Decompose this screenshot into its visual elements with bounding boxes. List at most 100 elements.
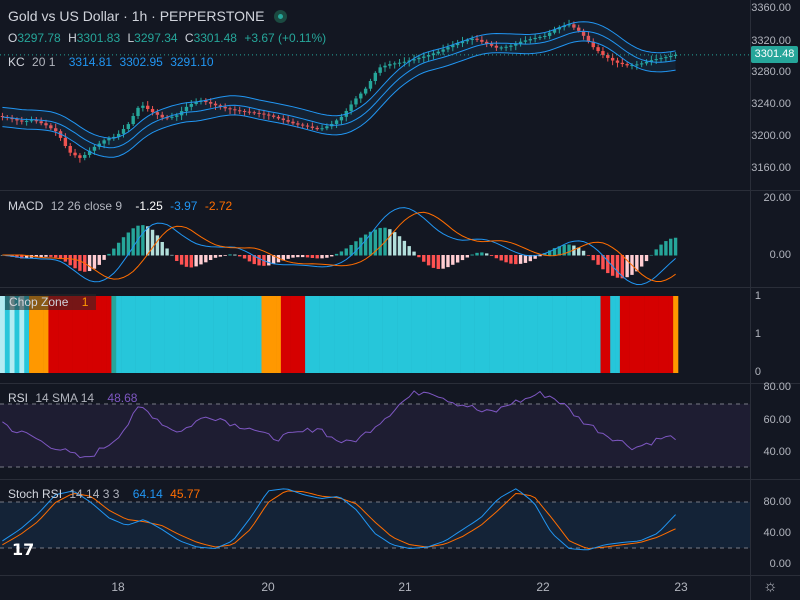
macd-hist-value: -1.25	[135, 199, 163, 213]
macd-histogram-bar	[126, 232, 131, 256]
chop-label[interactable]: Chop Zone	[9, 295, 69, 309]
stoch-pane[interactable]	[0, 480, 750, 575]
chop-zone-bar	[203, 296, 209, 373]
candle-body	[325, 126, 329, 129]
rsi-params: 14 SMA 14	[35, 391, 95, 405]
pane-divider[interactable]	[0, 383, 800, 384]
settings-sun-icon[interactable]: ☼	[763, 578, 778, 595]
macd-histogram-bar	[252, 255, 256, 265]
kc-label[interactable]: KC	[8, 55, 25, 69]
candle-body	[184, 106, 189, 112]
candle-body	[213, 103, 218, 106]
high-label: H	[68, 31, 77, 45]
macd-histogram-bar	[489, 255, 494, 256]
chop-zone-bar	[339, 296, 345, 373]
macd-histogram-bar	[146, 226, 150, 256]
chop-tick: 1	[754, 290, 761, 302]
chop-zone-bar	[251, 296, 257, 373]
chop-tick: 0	[754, 366, 761, 378]
tradingview-logo[interactable]: 17	[12, 540, 35, 559]
rsi-legend[interactable]: RSI 14 SMA 14 48.68	[8, 391, 141, 405]
price-pane[interactable]	[0, 0, 750, 190]
symbol-title[interactable]: Gold vs US Dollar · 1h · PEPPERSTONE	[8, 8, 265, 24]
pane-divider[interactable]	[0, 190, 800, 191]
pane-divider[interactable]	[0, 287, 800, 288]
candle-body	[116, 133, 121, 137]
macd-histogram-bar	[344, 248, 348, 256]
rsi-pane[interactable]	[0, 384, 750, 479]
candle-body	[422, 56, 426, 58]
macd-histogram-bar	[112, 248, 116, 256]
chop-zone-bar	[242, 296, 248, 373]
price-axis[interactable]: 3360.00 3320.00 3280.00 3240.00 3200.00 …	[750, 0, 800, 600]
chop-zone-bar	[426, 296, 432, 373]
time-tick: 18	[111, 580, 125, 594]
macd-label[interactable]: MACD	[8, 199, 44, 213]
chop-zone-bar	[77, 296, 83, 373]
chart-canvas[interactable]	[0, 0, 750, 600]
candle-body	[136, 107, 140, 116]
chop-zone-bar	[159, 296, 165, 373]
chop-zone-bar	[440, 296, 446, 373]
chop-zone-bar	[644, 296, 650, 373]
chop-zone-bar	[295, 296, 301, 373]
candle-body	[572, 24, 576, 28]
candle-body	[121, 128, 126, 134]
pane-divider[interactable]	[0, 479, 800, 480]
macd-histogram-bar	[649, 254, 654, 256]
macd-histogram-bar	[572, 245, 576, 256]
candle-body	[470, 38, 474, 41]
candle-body	[87, 150, 92, 155]
macd-histogram-bar	[557, 246, 562, 256]
candle-body	[359, 93, 363, 99]
stoch-band	[0, 502, 750, 548]
chop-zone-bar	[285, 296, 291, 373]
candle-body	[509, 45, 513, 47]
candle-body	[426, 55, 431, 57]
stoch-label[interactable]: Stoch RSI	[8, 487, 63, 501]
chop-zone-bar	[416, 296, 422, 373]
stoch-k-line	[2, 488, 676, 551]
macd-histogram-bar	[334, 253, 339, 256]
chop-zone-bar	[397, 296, 403, 373]
candle-body	[233, 109, 237, 111]
symbol-title-row[interactable]: Gold vs US Dollar · 1h · PEPPERSTONE	[8, 8, 291, 24]
kc-legend[interactable]: KC 20 1 3314.81 3302.95 3291.10	[8, 55, 218, 69]
candle-body	[315, 127, 319, 130]
chop-zone-bar	[261, 296, 267, 373]
chop-zone-bar	[668, 296, 674, 373]
rsi-label[interactable]: RSI	[8, 391, 29, 405]
candle-body	[131, 116, 135, 125]
macd-histogram-bar	[208, 255, 213, 261]
macd-legend[interactable]: MACD 12 26 close 9 -1.25 -3.97 -2.72	[8, 199, 236, 213]
macd-histogram-bar	[68, 255, 72, 266]
macd-histogram-bar	[15, 255, 19, 258]
macd-histogram-bar	[363, 234, 368, 256]
macd-histogram-bar	[320, 255, 324, 259]
macd-histogram-bar	[131, 228, 135, 256]
chop-zone-bar	[353, 296, 359, 373]
candle-body	[596, 47, 600, 52]
macd-histogram-bar	[325, 255, 329, 258]
chop-zone-bar	[193, 296, 199, 373]
chop-legend[interactable]: Chop Zone 1	[5, 294, 97, 310]
chop-zone-bar	[387, 296, 393, 373]
candle-body	[257, 112, 261, 114]
macd-histogram-bar	[165, 248, 169, 256]
stoch-legend[interactable]: Stoch RSI 14 14 3 3 64.14 45.77	[8, 487, 204, 501]
chop-zone-bar	[116, 296, 122, 373]
chop-zone-bar	[450, 296, 456, 373]
macd-histogram-bar	[223, 255, 227, 256]
candle-body	[494, 45, 499, 48]
chop-zone-bar	[48, 296, 54, 373]
chop-zone-bar	[343, 296, 349, 373]
macd-histogram-bar	[87, 255, 92, 272]
chop-zone-bar	[489, 296, 495, 373]
candle-body	[543, 35, 547, 37]
candle-body	[460, 41, 465, 44]
candle-body	[300, 124, 305, 126]
macd-histogram-bar	[291, 255, 295, 258]
chop-zone-bar	[53, 296, 59, 373]
market-open-icon[interactable]	[274, 10, 288, 23]
chop-zone-bar	[38, 296, 44, 373]
